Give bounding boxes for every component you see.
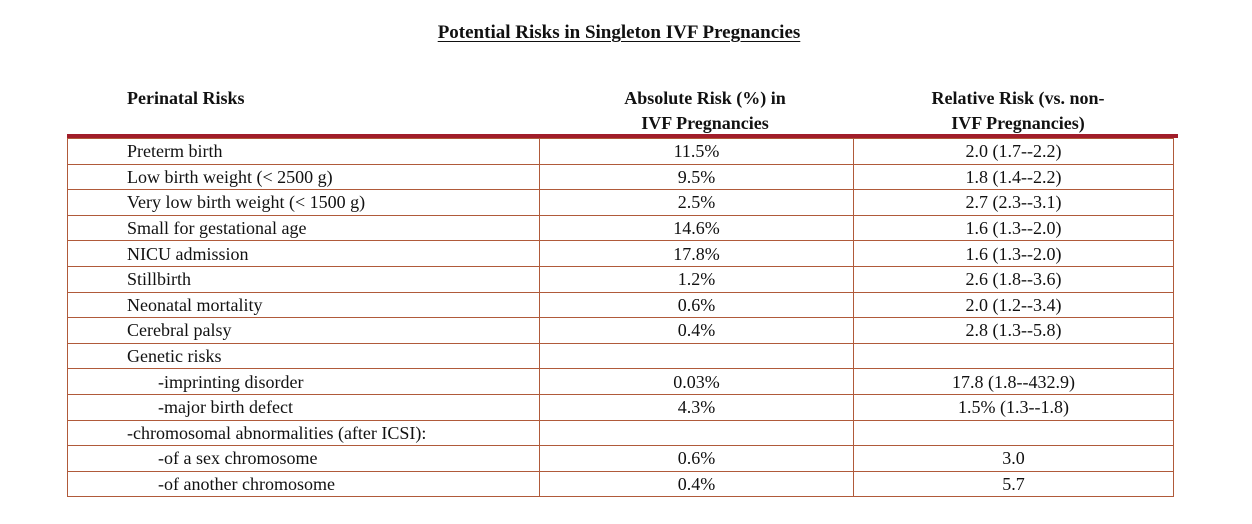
table-row: -chromosomal abnormalities (after ICSI): xyxy=(67,419,1174,447)
absolute-risk-cell: 2.5% xyxy=(539,189,854,216)
absolute-risk-cell: 0.6% xyxy=(539,291,854,319)
absolute-risk-cell: 0.4% xyxy=(539,470,854,498)
title-text: Potential Risks in Singleton IVF Pregnan… xyxy=(437,22,801,43)
risk-cell: -of another chromosome xyxy=(67,470,540,498)
absolute-risk-cell: 0.03% xyxy=(539,368,854,395)
header-divider xyxy=(67,134,1178,138)
table-row: Low birth weight (< 2500 g) 9.5% 1.8 (1.… xyxy=(67,163,1174,191)
risk-cell: Stillbirth xyxy=(67,265,540,293)
table-row: Preterm birth 11.5% 2.0 (1.7--2.2) xyxy=(67,138,1174,165)
risk-table: Preterm birth 11.5% 2.0 (1.7--2.2) Low b… xyxy=(67,138,1174,498)
table-row: -of another chromosome 0.4% 5.7 xyxy=(67,470,1174,498)
relative-risk-cell xyxy=(853,419,1174,447)
risk-cell: -imprinting disorder xyxy=(67,368,540,395)
relative-risk-cell: 1.6 (1.3--2.0) xyxy=(853,240,1174,267)
risk-cell: Cerebral palsy xyxy=(67,317,540,344)
relative-risk-cell: 2.6 (1.8--3.6) xyxy=(853,265,1174,293)
absolute-risk-cell: 0.4% xyxy=(539,317,854,344)
absolute-risk-cell: 9.5% xyxy=(539,163,854,191)
risk-cell: Neonatal mortality xyxy=(67,291,540,319)
table-row: Stillbirth 1.2% 2.6 (1.8--3.6) xyxy=(67,265,1174,293)
table-row: -major birth defect 4.3% 1.5% (1.3--1.8) xyxy=(67,393,1174,421)
table-row: -of a sex chromosome 0.6% 3.0 xyxy=(67,445,1174,472)
relative-risk-cell: 2.0 (1.2--3.4) xyxy=(853,291,1174,319)
relative-risk-cell: 17.8 (1.8--432.9) xyxy=(853,368,1174,395)
absolute-risk-cell xyxy=(539,342,854,370)
header-absolute-line2: IVF Pregnancies xyxy=(641,113,769,133)
relative-risk-cell: 2.7 (2.3--3.1) xyxy=(853,189,1174,216)
absolute-risk-cell: 17.8% xyxy=(539,240,854,267)
risk-cell: Preterm birth xyxy=(67,138,540,165)
absolute-risk-cell: 4.3% xyxy=(539,393,854,421)
risk-cell: Small for gestational age xyxy=(67,214,540,242)
relative-risk-cell: 1.8 (1.4--2.2) xyxy=(853,163,1174,191)
table-row: Neonatal mortality 0.6% 2.0 (1.2--3.4) xyxy=(67,291,1174,319)
table-row: NICU admission 17.8% 1.6 (1.3--2.0) xyxy=(67,240,1174,267)
header-relative-line1: Relative Risk (vs. non- xyxy=(931,88,1105,108)
column-header-perinatal-risks: Perinatal Risks xyxy=(127,86,245,111)
absolute-risk-cell: 11.5% xyxy=(539,138,854,165)
absolute-risk-cell: 1.2% xyxy=(539,265,854,293)
absolute-risk-cell: 0.6% xyxy=(539,445,854,472)
risk-cell: Low birth weight (< 2500 g) xyxy=(67,163,540,191)
header-relative-line2: IVF Pregnancies) xyxy=(951,113,1085,133)
relative-risk-cell xyxy=(853,342,1174,370)
page-title: Potential Risks in Singleton IVF Pregnan… xyxy=(0,22,1238,44)
relative-risk-cell: 1.6 (1.3--2.0) xyxy=(853,214,1174,242)
table-row: Very low birth weight (< 1500 g) 2.5% 2.… xyxy=(67,189,1174,216)
table-row: Small for gestational age 14.6% 1.6 (1.3… xyxy=(67,214,1174,242)
absolute-risk-cell xyxy=(539,419,854,447)
relative-risk-cell: 2.0 (1.7--2.2) xyxy=(853,138,1174,165)
relative-risk-cell: 3.0 xyxy=(853,445,1174,472)
risk-cell: -major birth defect xyxy=(67,393,540,421)
risk-cell: Genetic risks xyxy=(67,342,540,370)
table-row: Cerebral palsy 0.4% 2.8 (1.3--5.8) xyxy=(67,317,1174,344)
relative-risk-cell: 5.7 xyxy=(853,470,1174,498)
table-row: -imprinting disorder 0.03% 17.8 (1.8--43… xyxy=(67,368,1174,395)
absolute-risk-cell: 14.6% xyxy=(539,214,854,242)
risk-cell: Very low birth weight (< 1500 g) xyxy=(67,189,540,216)
column-header-relative-risk: Relative Risk (vs. non- IVF Pregnancies) xyxy=(853,86,1183,136)
risk-cell: -chromosomal abnormalities (after ICSI): xyxy=(67,419,540,447)
risk-cell: NICU admission xyxy=(67,240,540,267)
risk-cell: -of a sex chromosome xyxy=(67,445,540,472)
column-header-absolute-risk: Absolute Risk (%) in IVF Pregnancies xyxy=(540,86,870,136)
table-row: Genetic risks xyxy=(67,342,1174,370)
header-risk-text: Perinatal Risks xyxy=(127,88,245,108)
header-absolute-line1: Absolute Risk (%) in xyxy=(624,88,786,108)
relative-risk-cell: 1.5% (1.3--1.8) xyxy=(853,393,1174,421)
relative-risk-cell: 2.8 (1.3--5.8) xyxy=(853,317,1174,344)
